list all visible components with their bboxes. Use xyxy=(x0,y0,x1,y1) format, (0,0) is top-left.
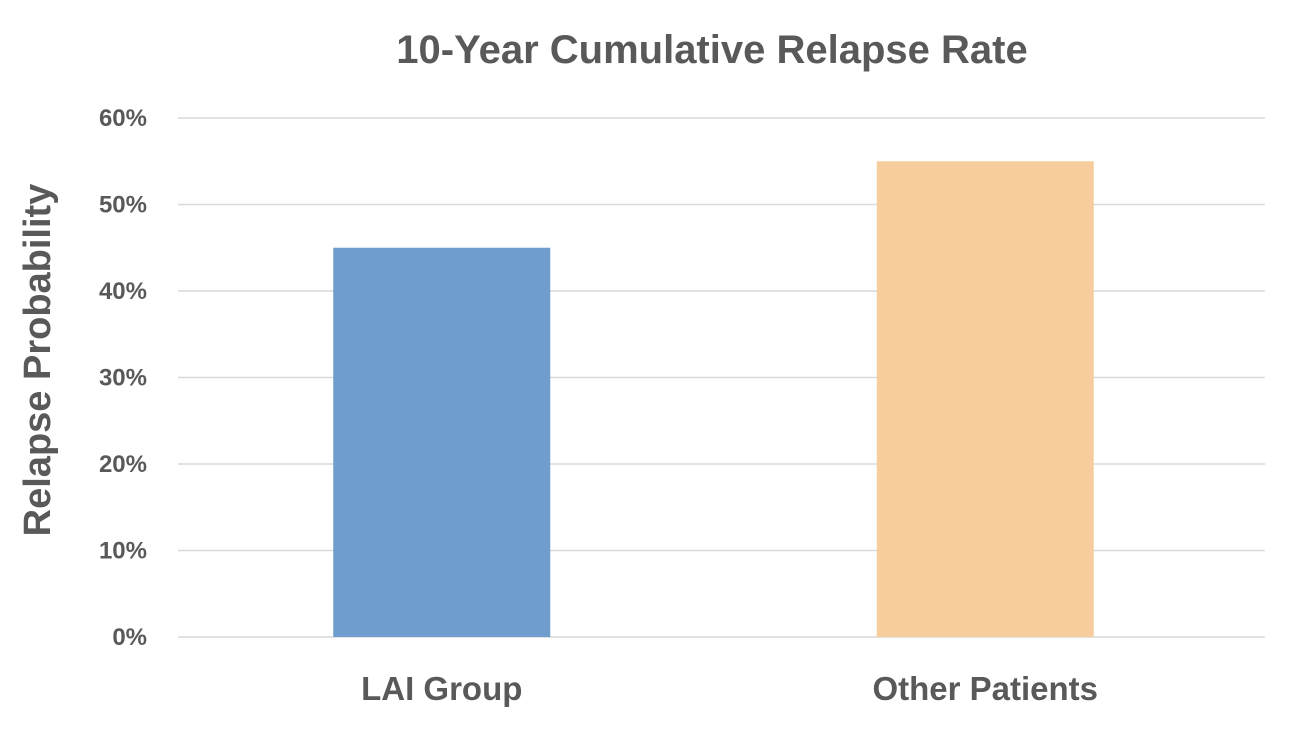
bar-lai-group xyxy=(333,247,551,637)
bars xyxy=(333,161,1094,637)
bar-other-patients xyxy=(876,161,1094,637)
y-tick-label: 0% xyxy=(112,624,147,651)
chart-title: 10-Year Cumulative Relapse Rate xyxy=(396,28,1027,72)
x-tick-label: LAI Group xyxy=(361,670,522,707)
y-axis-label: Relapse Probability xyxy=(17,184,59,537)
x-axis-ticks: LAI Group Other Patients xyxy=(361,670,1098,707)
y-tick-label: 30% xyxy=(99,365,147,392)
y-tick-label: 10% xyxy=(99,538,147,565)
x-tick-label: Other Patients xyxy=(872,670,1098,707)
y-tick-label: 40% xyxy=(99,278,147,305)
y-axis-ticks: 0% 10% 20% 30% 40% 50% 60% xyxy=(99,105,147,651)
y-tick-label: 50% xyxy=(99,192,147,219)
y-tick-label: 20% xyxy=(99,451,147,478)
y-tick-label: 60% xyxy=(99,105,147,132)
